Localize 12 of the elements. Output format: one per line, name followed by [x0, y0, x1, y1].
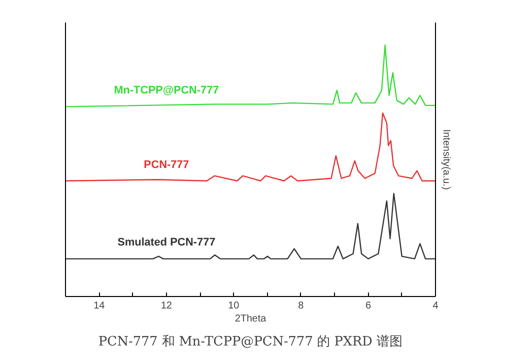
x-tick-label: 12: [160, 300, 172, 312]
series-label: PCN-777: [144, 158, 190, 171]
x-tick-label: 6: [365, 300, 372, 312]
text: PCN-777 和 Mn-TCPP@PCN-777 的 PXRD 谱图: [98, 334, 403, 350]
x-axis-title: 2Theta: [234, 314, 267, 324]
series-label: Smulated PCN-777: [118, 236, 216, 249]
y-axis-title: Intensity(a.u.): [440, 129, 452, 190]
x-tick-label: 14: [94, 300, 106, 312]
x-tick-label: 4: [432, 300, 439, 312]
x-tick-label: 10: [228, 300, 240, 312]
series-label: Mn-TCPP@PCN-777: [114, 84, 219, 97]
x-tick-label: 8: [298, 300, 304, 312]
